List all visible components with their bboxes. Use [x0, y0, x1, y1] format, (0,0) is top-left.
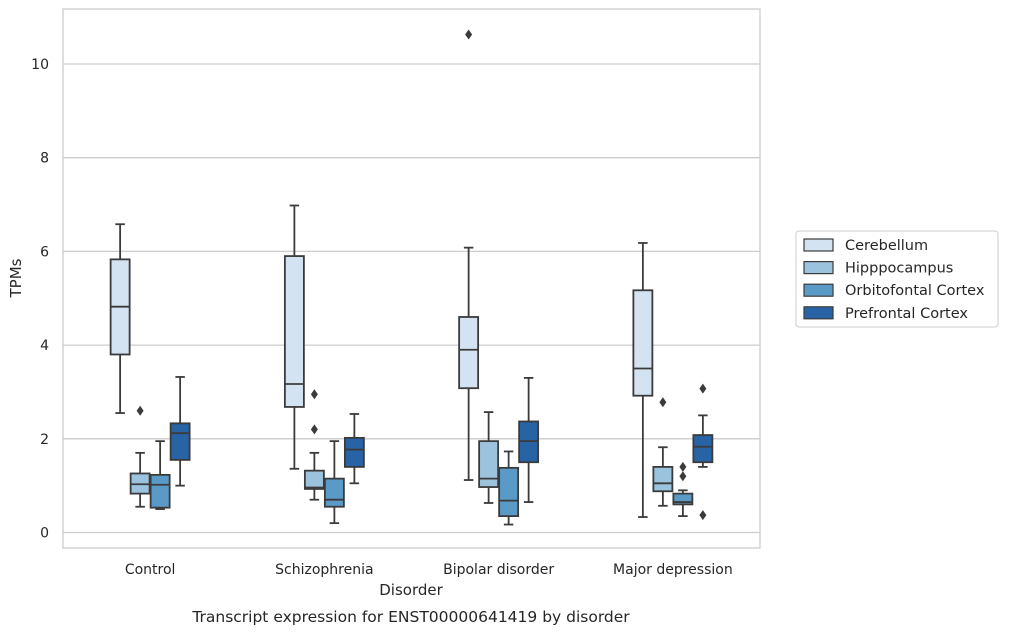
- legend-swatch: [803, 261, 834, 275]
- iqr-box: [652, 466, 674, 493]
- box-major-depression: [692, 383, 714, 521]
- outlier-point: [310, 389, 318, 400]
- outlier-point: [699, 383, 707, 394]
- box-bipolar-disorder: [458, 29, 480, 481]
- legend-item: Hipppocampus: [803, 261, 953, 277]
- x-tick-label: Bipolar disorder: [443, 562, 554, 578]
- legend-frame: [795, 230, 999, 328]
- series-hipppocampus: [129, 389, 674, 508]
- iqr-box: [478, 440, 500, 488]
- iqr-box: [303, 469, 325, 490]
- iqr-box: [283, 255, 305, 408]
- y-tick-label: 2: [40, 432, 49, 448]
- outlier-point: [310, 424, 318, 435]
- box-schizophrenia: [343, 413, 365, 485]
- iqr-box: [632, 289, 654, 397]
- box-bipolar-disorder: [518, 376, 540, 503]
- box-major-depression: [672, 461, 694, 518]
- box-major-depression: [632, 242, 654, 518]
- outlier-point: [465, 29, 473, 40]
- outlier-point: [699, 510, 707, 521]
- box-schizophrenia: [303, 389, 325, 501]
- legend-item: Cerebellum: [803, 238, 928, 254]
- y-tick-label: 8: [40, 151, 49, 167]
- x-axis-ticks: Control Schizophrenia Bipolar disorder Majo…: [125, 562, 733, 578]
- outlier-point: [136, 405, 144, 416]
- x-tick-label: Control: [125, 562, 176, 578]
- iqr-box: [323, 477, 345, 508]
- legend-item: Orbitofontal Cortex: [803, 283, 985, 299]
- outlier-point: [659, 397, 667, 408]
- x-axis-label: Disorder: [379, 581, 443, 599]
- box-control: [169, 376, 191, 487]
- y-axis-label: TPMs: [7, 258, 25, 298]
- box-control: [129, 405, 151, 508]
- iqr-box: [692, 434, 714, 464]
- iqr-box: [498, 466, 520, 518]
- series-cerebellum: [109, 29, 654, 518]
- plot-frame: [62, 8, 761, 549]
- iqr-box: [149, 473, 171, 509]
- legend-label: Prefrontal Cortex: [845, 306, 968, 322]
- box-bipolar-disorder: [498, 450, 520, 526]
- outlier-point: [679, 471, 687, 482]
- legend-swatch: [803, 238, 834, 252]
- legend: Cerebellum Hipppocampus Orbitofontal Corte…: [795, 230, 999, 328]
- box-schizophrenia: [283, 204, 305, 470]
- series-prefrontal-cortex: [169, 376, 714, 521]
- y-axis-ticks: 0 2 4 6 8 10: [31, 57, 49, 542]
- legend-label: Hipppocampus: [845, 261, 953, 277]
- outlier-point: [679, 461, 687, 472]
- iqr-box: [343, 436, 365, 468]
- box-major-depression: [652, 397, 674, 507]
- x-tick-label: Schizophrenia: [275, 562, 373, 578]
- box-bipolar-disorder: [478, 411, 500, 504]
- legend-swatch: [803, 283, 834, 297]
- box-control: [149, 440, 171, 510]
- iqr-box: [458, 316, 480, 390]
- y-tick-label: 4: [40, 338, 49, 354]
- legend-swatch: [803, 306, 834, 320]
- series-orbitofontal-cortex: [149, 440, 694, 526]
- box-schizophrenia: [323, 440, 345, 525]
- plot-area: [109, 29, 714, 526]
- gridlines: [63, 63, 760, 534]
- legend-item: Prefrontal Cortex: [803, 306, 968, 322]
- legend-label: Cerebellum: [845, 238, 928, 254]
- x-tick-label: Major depression: [613, 562, 733, 578]
- y-tick-label: 6: [40, 244, 49, 260]
- iqr-box: [672, 492, 694, 506]
- iqr-box: [169, 422, 191, 461]
- chart-caption: Transcript expression for ENST0000064141…: [191, 608, 630, 626]
- box-control: [109, 223, 131, 414]
- y-tick-label: 10: [31, 57, 49, 73]
- y-tick-label: 0: [40, 526, 49, 542]
- legend-label: Orbitofontal Cortex: [845, 283, 985, 299]
